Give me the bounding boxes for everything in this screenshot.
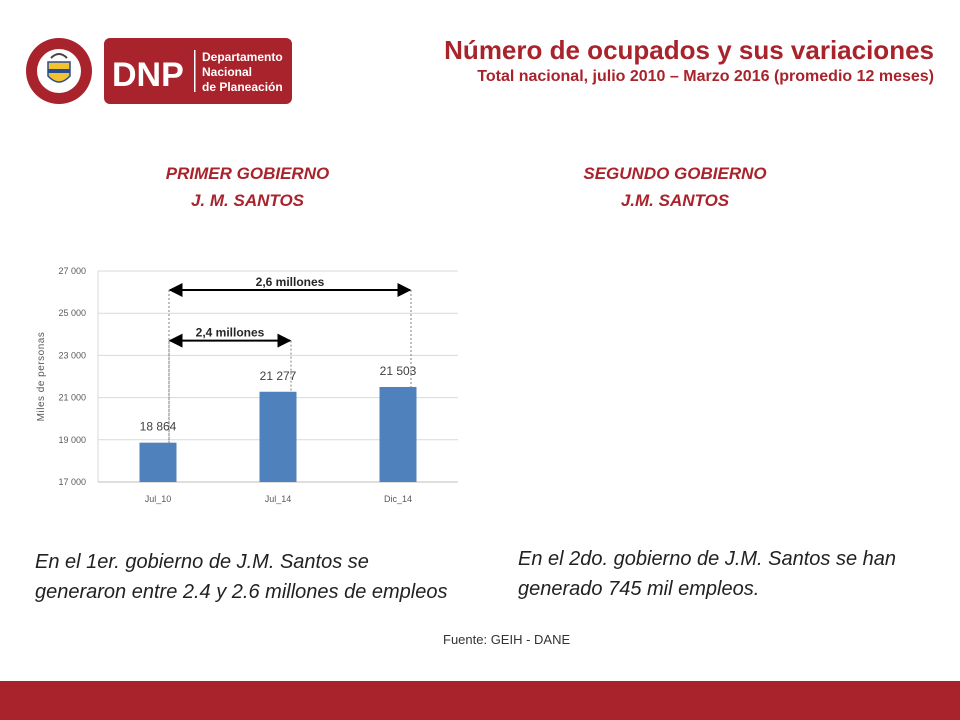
footer-bar [0,681,960,720]
dnp-logo: DNP Departamento Nacional de Planeación [26,38,292,104]
first-government-heading: PRIMER GOBIERNO J. M. SANTOS [120,160,375,214]
bar-dic_14 [379,386,417,482]
second-government-heading: SEGUNDO GOBIERNO J.M. SANTOS [540,160,810,214]
bar-value-label: 21 277 [260,369,297,383]
dnp-name-line3: de Planeación [202,80,283,94]
first-government-line1: PRIMER GOBIERNO [165,164,330,183]
employment-bar-chart: 17 000 19 000 21 000 23 000 25 000 27 000 Mile… [36,266,458,504]
y-tick-label: 21 000 [58,393,86,403]
bar-value-label: 18 864 [140,420,177,434]
first-government-note: En el 1er. gobierno de J.M. Santos se ge… [35,551,448,603]
y-tick-label: 19 000 [58,435,86,445]
bar-value-label: 21 503 [380,364,417,378]
annotation-label: 2,4 millones [196,326,265,340]
x-tick-label: Dic_14 [384,494,412,504]
x-tick-label: Jul_14 [265,494,292,504]
dnp-name-line1: Departamento [202,50,283,64]
second-government-line2: J.M. SANTOS [620,191,730,210]
dnp-name-line2: Nacional [202,65,252,79]
page-subtitle: Total nacional, julio 2010 – Marzo 2016 … [477,68,934,85]
second-government-note: En el 2do. gobierno de J.M. Santos se ha… [518,548,897,600]
first-government-line2: J. M. SANTOS [190,191,305,210]
dnp-logo-box [104,38,292,104]
logo-divider [194,50,196,92]
bar-jul_10 [139,442,177,482]
y-tick-label: 23 000 [58,350,86,360]
y-axis-label: Miles de personas [36,332,47,422]
y-tick-label: 25 000 [58,308,86,318]
annotation-label: 2,6 millones [256,275,325,289]
page-title: Número de ocupados y sus variaciones [444,35,934,65]
second-government-line1: SEGUNDO GOBIERNO [583,164,767,183]
bar-jul_14 [259,391,297,482]
x-tick-label: Jul_10 [145,494,172,504]
y-tick-label: 27 000 [58,266,86,276]
source-note: Fuente: GEIH - DANE [443,632,571,647]
y-tick-label: 17 000 [58,477,86,487]
header: Número de ocupados y sus variaciones Tot… [444,34,934,88]
colombia-seal-icon [26,38,92,104]
dnp-acronym: DNP [112,56,184,94]
